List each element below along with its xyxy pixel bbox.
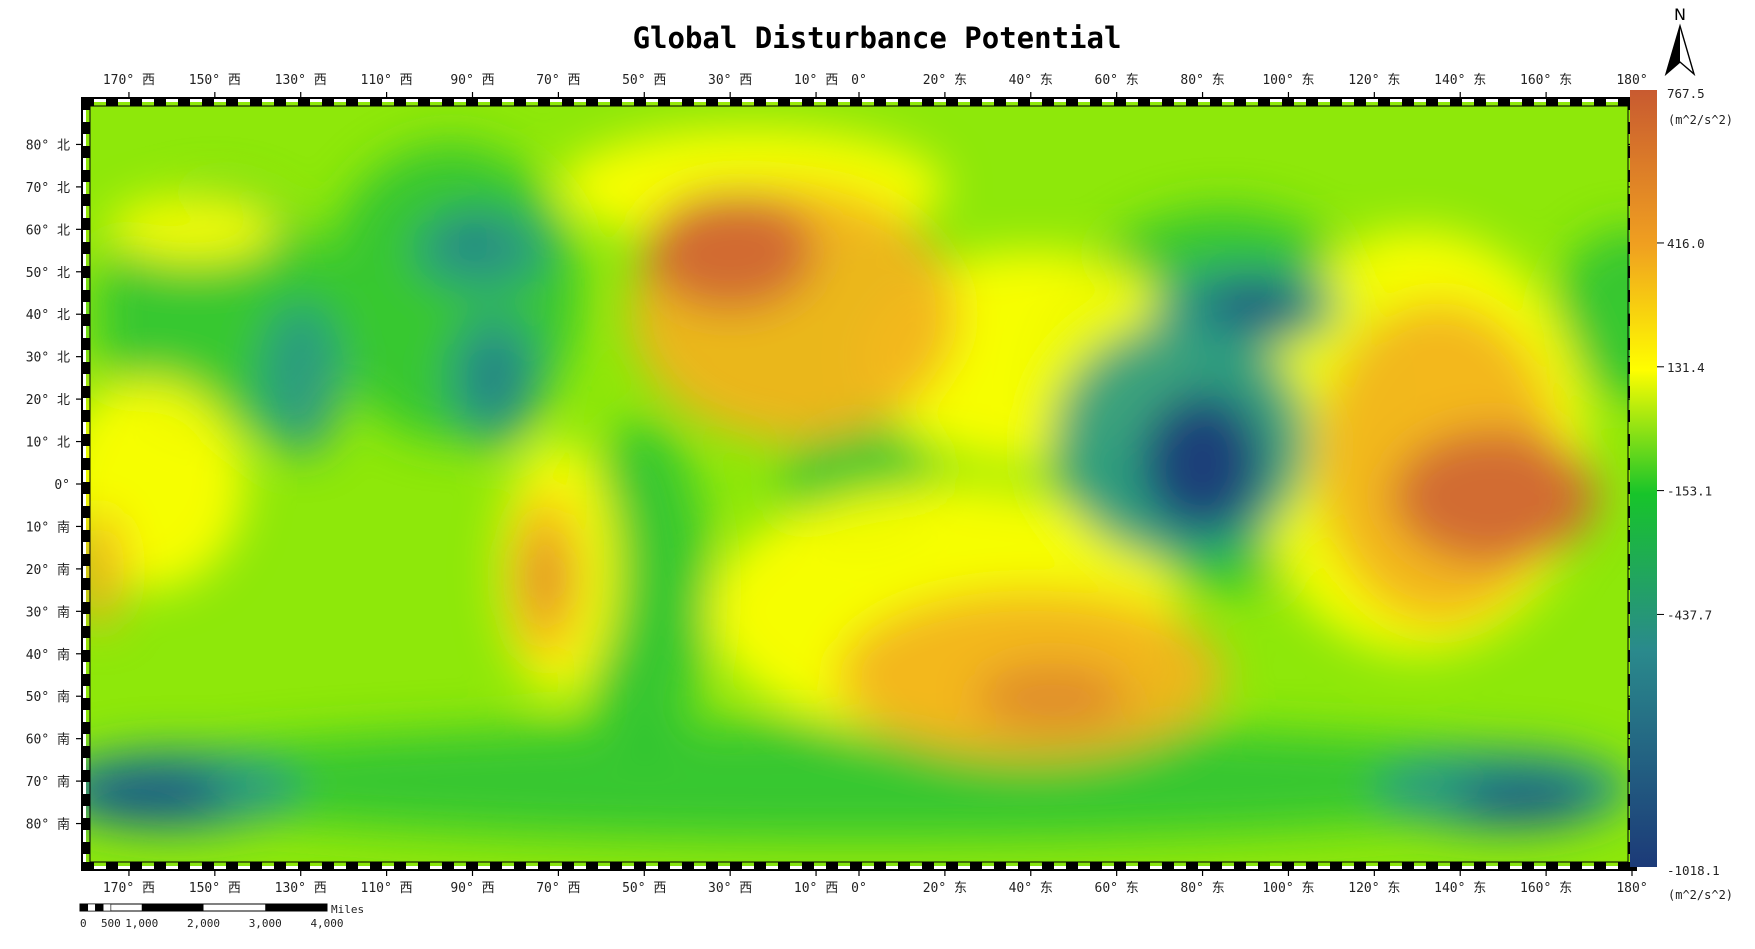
lon-label-bottom: 50° 西 xyxy=(622,881,666,896)
lon-label-bottom: 10° 西 xyxy=(794,881,838,896)
field-blob xyxy=(1391,428,1598,565)
field-blob xyxy=(974,662,1130,731)
field-blob xyxy=(86,509,125,629)
colorbar-max-label: 767.5 xyxy=(1667,86,1705,101)
lon-label-top: 80° 东 xyxy=(1180,73,1224,88)
field-blob xyxy=(1142,394,1263,531)
colorbar-tick-label: -437.7 xyxy=(1667,607,1712,622)
lon-label-bottom: 0° xyxy=(851,881,867,896)
lat-label: 50° 北 xyxy=(26,266,70,281)
scale-bar-label: 0 xyxy=(80,917,87,930)
lon-label-top: 150° 西 xyxy=(189,73,241,88)
lon-label-top: 10° 西 xyxy=(794,73,838,88)
lat-label: 80° 北 xyxy=(26,138,70,153)
lon-label-bottom: 110° 西 xyxy=(361,881,413,896)
colorbar-tick-label: 131.4 xyxy=(1667,360,1705,375)
field-blob xyxy=(442,220,503,255)
field-blob xyxy=(524,539,567,616)
lon-label-bottom: 180° xyxy=(1616,881,1647,896)
lat-label: 40° 南 xyxy=(26,647,70,663)
north-arrow-label: N xyxy=(1674,5,1686,24)
lon-label-top: 120° 东 xyxy=(1348,73,1400,88)
lat-label: 10° 北 xyxy=(26,436,70,451)
colorbar-unit-bottom: (m^2/s^2) xyxy=(1668,888,1733,902)
lon-label-top: 180° xyxy=(1616,73,1647,88)
lat-label: 0° xyxy=(54,478,70,493)
lat-label: 20° 南 xyxy=(26,562,70,578)
lon-labels-top: 170° 西 150° 西 130° 西 110° 西 90° 西 70° 西 50° 西 3… xyxy=(103,73,1648,98)
lon-label-bottom: 60° 东 xyxy=(1095,881,1139,896)
lon-label-top: 30° 西 xyxy=(708,73,752,88)
lon-label-top: 90° 西 xyxy=(450,73,494,88)
lat-label: 50° 南 xyxy=(26,689,70,705)
lon-label-top: 20° 东 xyxy=(923,73,967,88)
scale-bar: Miles 0 500 1,000 2,000 3,000 4,000 xyxy=(79,903,364,930)
field-blob xyxy=(86,721,1632,841)
lon-label-top: 130° 西 xyxy=(275,73,327,88)
lon-label-top: 70° 西 xyxy=(536,73,580,88)
field-blob xyxy=(1455,776,1594,820)
lon-labels-bottom: 170° 西 150° 西 130° 西 110° 西 90° 西 70° 西 50° 西 3… xyxy=(103,870,1648,896)
field-blob xyxy=(107,195,280,264)
lat-label: 40° 北 xyxy=(26,308,70,323)
heatmap-raster xyxy=(86,102,1632,866)
lon-label-bottom: 120° 东 xyxy=(1348,881,1400,896)
scale-bar-label: 3,000 xyxy=(249,917,282,930)
scale-bar-segment xyxy=(141,904,204,911)
lat-labels-left: 80° 北 70° 北 60° 北 50° 北 40° 北 30° 北 20° 北 10° 北… xyxy=(26,138,1640,833)
colorbar-tick-label: -153.1 xyxy=(1667,484,1712,499)
colorbar: 767.5 (m^2/s^2) 416.0 131.4 -153.1 -437.7 -… xyxy=(1630,86,1733,902)
lon-label-bottom: 70° 西 xyxy=(536,881,580,896)
lon-label-bottom: 100° 东 xyxy=(1262,881,1314,896)
field-blob xyxy=(1202,284,1306,327)
lon-label-bottom: 170° 西 xyxy=(103,881,155,896)
lat-label: 60° 北 xyxy=(26,223,70,238)
lat-label: 30° 南 xyxy=(26,604,70,620)
scale-bar-label: 500 xyxy=(101,917,121,930)
lon-label-bottom: 130° 西 xyxy=(275,881,327,896)
lon-label-top: 0° xyxy=(851,73,867,88)
scale-bar-segment xyxy=(265,904,327,911)
lon-label-top: 160° 东 xyxy=(1520,73,1572,88)
field-blob xyxy=(86,377,245,591)
lat-label: 80° 南 xyxy=(26,817,70,833)
scale-bar-label: 4,000 xyxy=(310,917,343,930)
lon-label-top: 100° 东 xyxy=(1262,73,1314,88)
scale-bar-label: 2,000 xyxy=(187,917,220,930)
colorbar-ramp xyxy=(1630,90,1657,867)
lon-label-top: 140° 东 xyxy=(1434,73,1486,88)
field-blob xyxy=(86,768,228,820)
lat-label: 20° 北 xyxy=(26,393,70,408)
lon-label-bottom: 150° 西 xyxy=(189,881,241,896)
lat-label: 70° 南 xyxy=(26,774,70,790)
colorbar-min-label: -1018.1 xyxy=(1667,863,1720,878)
lon-label-top: 50° 西 xyxy=(622,73,666,88)
colorbar-tick-label: 416.0 xyxy=(1667,236,1705,251)
lat-label: 70° 北 xyxy=(26,181,70,196)
field-blob xyxy=(644,191,817,310)
lon-label-bottom: 90° 西 xyxy=(450,881,494,896)
map-title: Global Disturbance Potential xyxy=(633,21,1122,55)
lon-label-bottom: 40° 东 xyxy=(1009,881,1053,896)
field-blob xyxy=(257,301,344,455)
field-blob xyxy=(472,343,516,412)
colorbar-unit-top: (m^2/s^2) xyxy=(1668,113,1733,127)
lat-label: 30° 北 xyxy=(26,351,70,366)
field-blob xyxy=(579,420,709,760)
lon-label-bottom: 20° 东 xyxy=(923,881,967,896)
lon-label-bottom: 30° 西 xyxy=(708,881,752,896)
scale-bar-label: 1,000 xyxy=(125,917,158,930)
lon-label-top: 60° 东 xyxy=(1095,73,1139,88)
lon-label-bottom: 160° 东 xyxy=(1520,881,1572,896)
lon-label-top: 40° 东 xyxy=(1009,73,1053,88)
lon-label-top: 170° 西 xyxy=(103,73,155,88)
scale-bar-unit: Miles xyxy=(331,903,364,916)
lon-label-bottom: 140° 东 xyxy=(1434,881,1486,896)
lat-label: 60° 南 xyxy=(26,732,70,748)
lat-label: 10° 南 xyxy=(26,519,70,535)
lon-label-bottom: 80° 东 xyxy=(1180,881,1224,896)
lon-label-top: 110° 西 xyxy=(361,73,413,88)
north-arrow: N xyxy=(1664,5,1696,77)
